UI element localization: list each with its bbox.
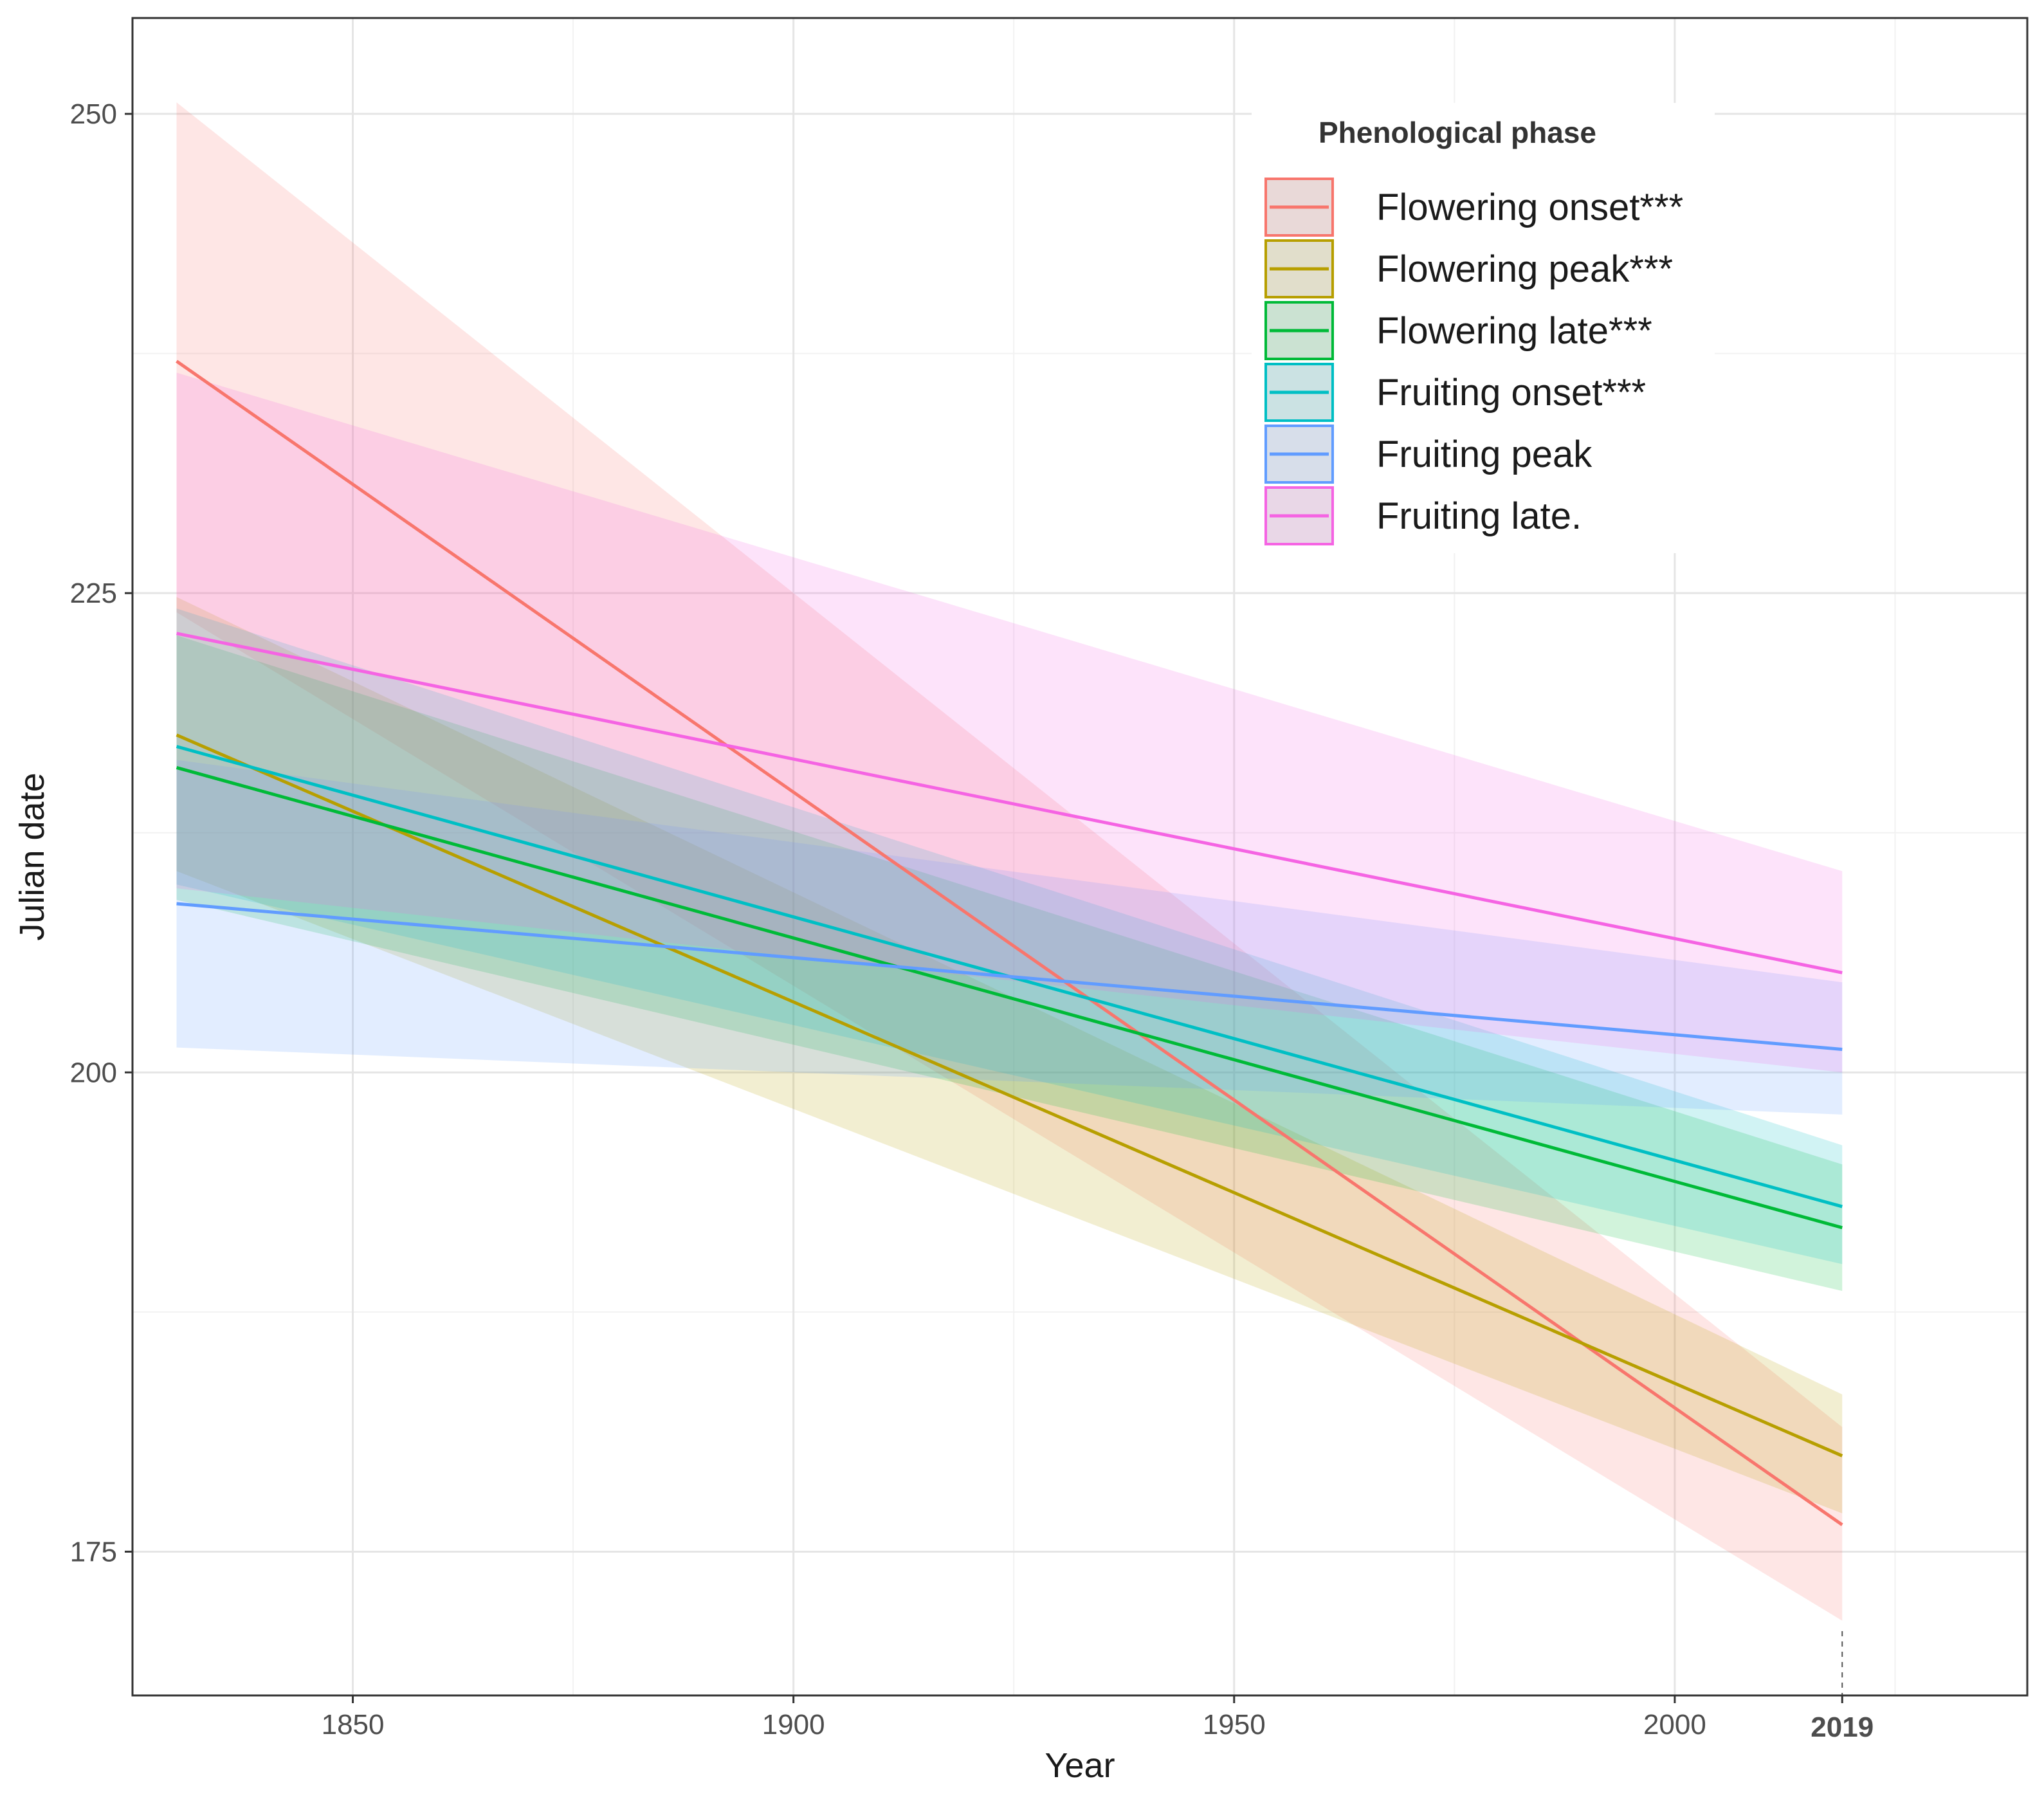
legend-label-2: Flowering late*** [1376, 310, 1652, 352]
line-series-5 [176, 632, 1843, 974]
y-tick-label-3: 250 [70, 98, 117, 130]
legend-label-3: Fruiting onset*** [1376, 372, 1646, 414]
x-tick-label-ref: 2019 [1811, 1712, 1874, 1743]
x-tick-label-0: 1850 [322, 1709, 385, 1740]
legend-label-1: Flowering peak*** [1376, 248, 1673, 290]
x-tick-label-3: 2000 [1643, 1709, 1706, 1740]
y-axis-title: Julian date [13, 772, 51, 940]
line-series-1 [176, 733, 1843, 1457]
panel-border [131, 17, 2029, 1697]
band-series-3 [176, 608, 1843, 1265]
y-tick-label-2: 225 [70, 578, 117, 609]
band-series-0 [176, 102, 1843, 1621]
legend-label-5: Fruiting late. [1376, 495, 1582, 537]
grid-major [132, 18, 2027, 1695]
y-axis: 175 200 225 250 [70, 98, 132, 1567]
x-axis-title: Year [1045, 1746, 1115, 1785]
x-tick-label-2: 1950 [1203, 1709, 1266, 1740]
band-series-1 [176, 597, 1843, 1513]
confidence-bands [176, 102, 1843, 1621]
line-series-0 [176, 360, 1843, 1526]
y-tick-label-1: 200 [70, 1057, 117, 1088]
legend-items: Flowering onset*** Flowering peak*** Flowe… [1264, 178, 1683, 545]
band-series-2 [176, 635, 1843, 1292]
legend-label-4: Fruiting peak [1376, 434, 1592, 475]
legend: Phenological phase Flowering onset***Flo… [1252, 103, 1715, 553]
regression-lines [176, 360, 1843, 1526]
legend-title: Phenological phase [1319, 116, 1596, 149]
y-tick-label-0: 175 [70, 1536, 117, 1567]
line-series-4 [176, 902, 1843, 1052]
band-series-4 [176, 760, 1843, 1115]
x-tick-label-1: 1900 [762, 1709, 825, 1740]
line-series-2 [176, 765, 1843, 1230]
legend-label-0: Flowering onset*** [1376, 187, 1683, 228]
x-axis: 1850 1900 1950 2000 2019 [322, 1695, 1874, 1743]
band-series-5 [176, 372, 1843, 1073]
